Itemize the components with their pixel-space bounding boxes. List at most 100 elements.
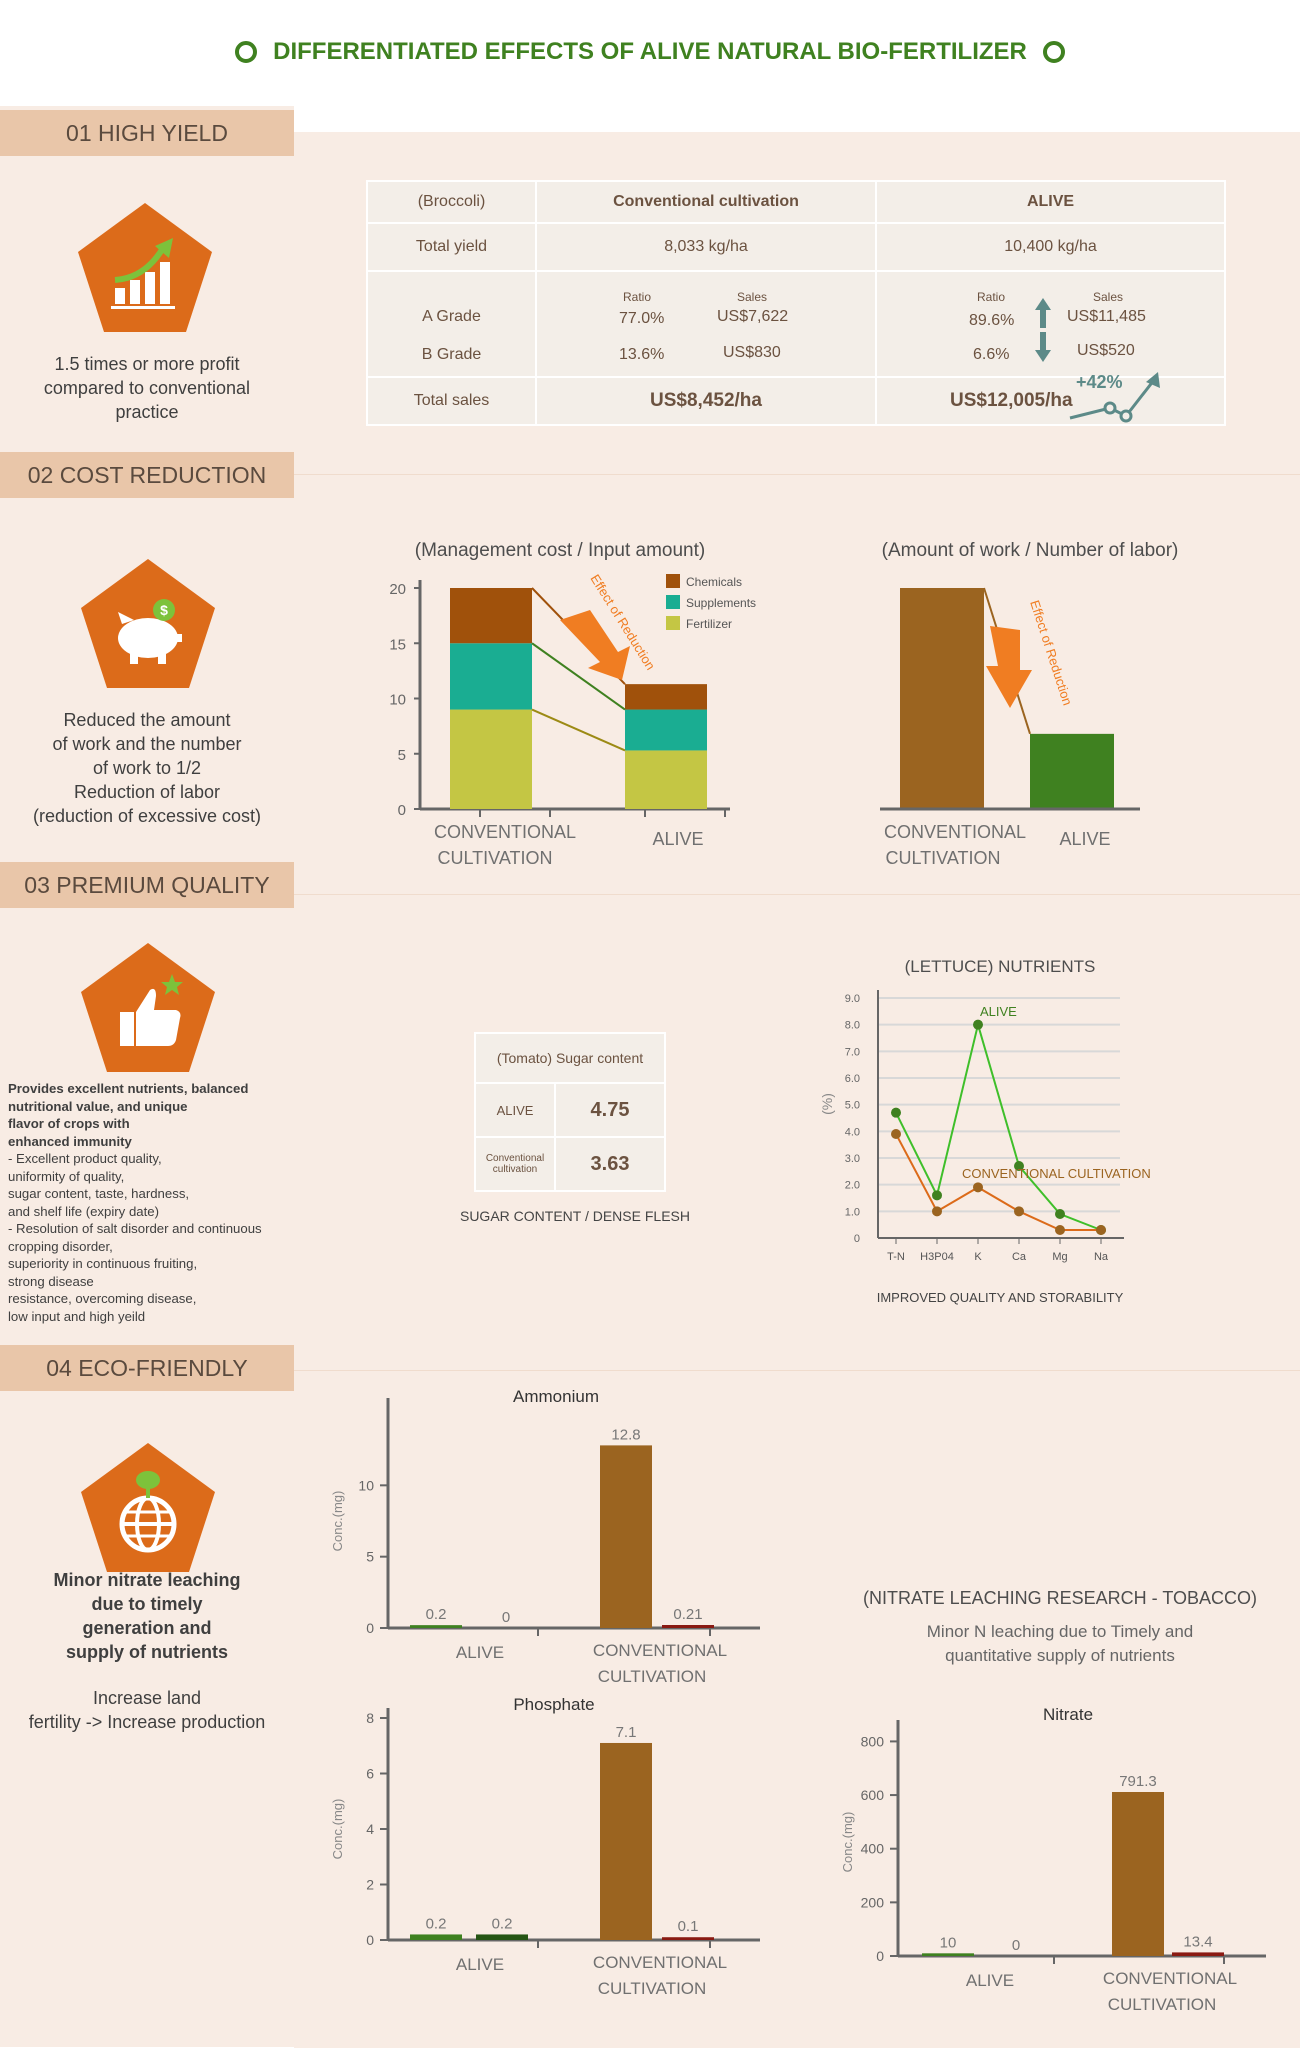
alive-a-sales: US$11,485 [1067,308,1146,325]
y-axis-label: Conc.(mg) [330,1491,345,1552]
y-tick-label: 0 [398,802,406,819]
series-point [1055,1209,1065,1219]
series-label-alive: ALIVE [980,1004,1017,1019]
nitrate-research-title: (NITRATE LEACHING RESEARCH - TOBACCO) [862,1588,1258,1608]
y-tick-label: 9.0 [845,993,860,1005]
group-label-conventional-1: CONVENTIONAL [593,1953,727,1972]
bar [922,1953,974,1956]
series-point [1055,1225,1065,1235]
y-tick-label: 15 [389,636,406,653]
legend-label: Chemicals [686,575,742,589]
data-label: 12.8 [611,1426,640,1443]
chart-title: (Management cost / Input amount) [415,540,705,561]
phosphate-chart: Phosphate Conc.(mg) 0 2 4 6 8 0.2 0.2 7.1 0.1 ALIVE… [330,1695,760,1998]
section1-caption: 1.5 times or more profit compared to con… [43,354,251,422]
legend-swatch [666,574,680,588]
bar [410,1934,462,1940]
bar [476,1934,528,1940]
legend-swatch [666,595,680,609]
page-title: DIFFERENTIATED EFFECTS OF ALIVE NATURAL … [273,38,1027,65]
total-sales-label: Total sales [366,376,537,426]
y-tick-label: 0 [854,1233,860,1245]
connector-line [531,642,626,711]
y-tick-label: 10 [358,1477,374,1493]
data-label: 0.1 [678,1918,699,1935]
y-tick-label: 5 [398,747,406,764]
y-axis-label: Conc.(mg) [330,1799,345,1860]
y-tick-label: 800 [861,1733,885,1749]
title-bullet-left-icon [234,41,257,63]
x-tick-label: Mg [1052,1251,1067,1263]
section4-caption: Minor nitrate leaching due to timely gen… [28,1570,266,1732]
section2-caption: Reduced the amount of work and the numbe… [32,710,262,826]
page-title-row: DIFFERENTIATED EFFECTS OF ALIVE NATURAL … [0,38,1300,66]
series-point [891,1129,901,1139]
conv-ratio-header: Ratio [623,290,652,304]
sugar-content-table: (Tomato) Sugar content ALIVE 4.75 Conven… [474,1032,666,1192]
group-label-alive: ALIVE [966,1971,1014,1990]
data-label: 7.1 [616,1724,637,1741]
conv-b-sales: US$830 [723,344,781,361]
category-label-conventional-1: CONVENTIONAL [434,822,576,842]
group-label-conventional-2: CULTIVATION [598,1667,707,1686]
connector-line [531,708,626,752]
nitrate-chart: Nitrate Conc.(mg) 0 200 400 600 800 10 0 791.3 13.… [840,1705,1266,2014]
y-tick-label: 400 [861,1841,885,1857]
globe-sprout-icon [81,1443,215,1572]
category-label-conventional-1: CONVENTIONAL [884,822,1026,842]
y-tick-label: 5.0 [845,1100,860,1112]
yield-total-alive: 10,400 kg/ha [875,222,1226,272]
nitrate-research-subtitle: Minor N leaching due to Timely and quant… [926,1622,1194,1665]
alive-sales-header: Sales [1093,290,1124,304]
y-tick-label: 20 [389,581,406,598]
group-label-alive: ALIVE [456,1955,504,1974]
arrow-down-icon [1035,332,1051,362]
alive-a-ratio: 89.6% [969,312,1015,329]
legend-swatch [666,616,680,630]
chart-title: Phosphate [513,1695,594,1714]
y-tick-label: 600 [861,1787,885,1803]
x-tick-label: H3P04 [920,1251,954,1263]
y-axis-label: Conc.(mg) [840,1812,855,1873]
conv-b-ratio: 13.6% [619,346,665,363]
conv-sales-header: Sales [737,290,768,304]
y-tick-label: 1.0 [845,1206,860,1218]
sugar-row-value-alive: 4.75 [554,1082,666,1138]
y-tick-label: 4 [366,1821,374,1837]
legend-label: Supplements [686,596,756,610]
svg-text:$: $ [160,602,168,618]
y-tick-label: 10 [389,692,406,709]
management-cost-chart: (Management cost / Input amount) 0 5 10 15 2… [389,540,756,868]
thumbs-up-icon [81,943,215,1072]
bar [1172,1952,1224,1956]
chart-title: Ammonium [513,1387,599,1406]
bar-alive [1030,733,1114,809]
legend-label: Fertilizer [686,617,732,631]
y-tick-label: 3.0 [845,1153,860,1165]
left-column-bg [0,106,294,2047]
section-label-cost-reduction: 02 COST REDUCTION [0,452,294,498]
growth-chart-icon [78,203,212,332]
section-label-eco-friendly: 04 ECO-FRIENDLY [0,1345,294,1391]
x-tick-label: T-N [887,1251,905,1263]
series-point [1096,1225,1106,1235]
lettuce-nutrients-chart: (LETTUCE) NUTRIENTS (%) 0 1.0 2.0 3.0 4.0 5.0… [819,957,1151,1305]
category-label-alive: ALIVE [652,829,703,849]
y-tick-label: 7.0 [845,1046,860,1058]
y-tick-label: 6.0 [845,1073,860,1085]
conv-a-ratio: 77.0% [619,310,665,327]
sugar-table-footer: SUGAR CONTENT / DENSE FLESH [459,1208,690,1224]
x-tick-label: Ca [1012,1251,1027,1263]
data-label: 0.2 [426,1606,447,1623]
bar-chemicals [625,684,707,710]
bar [662,1625,714,1628]
bar-fertilizer [450,709,532,809]
alive-ratio-header: Ratio [977,290,1006,304]
alive-b-ratio: 6.6% [973,346,1010,363]
x-tick-label: K [974,1251,982,1263]
y-tick-label: 2.0 [845,1180,860,1192]
grade-a-label: A Grade [422,308,481,325]
y-tick-label: 6 [366,1766,374,1782]
x-tick-label: Na [1094,1251,1109,1263]
alive-b-sales: US$520 [1077,342,1135,359]
